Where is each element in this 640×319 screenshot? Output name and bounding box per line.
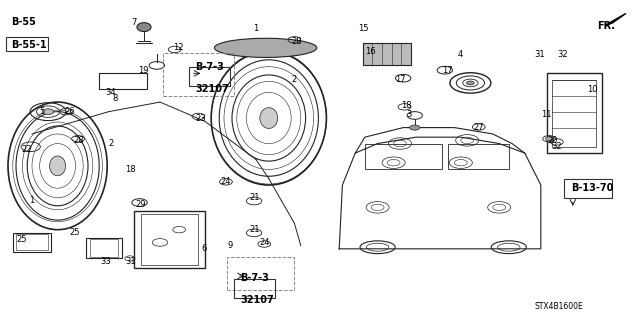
Ellipse shape [50, 156, 65, 176]
Text: 1: 1 [253, 24, 258, 33]
Text: 6: 6 [202, 244, 207, 253]
Text: 21: 21 [250, 193, 260, 202]
Text: 31: 31 [125, 257, 136, 266]
Bar [134, 211, 205, 268]
Bar [564, 179, 612, 198]
Text: 24: 24 [259, 238, 269, 247]
Text: 20: 20 [547, 136, 557, 145]
Polygon shape [605, 13, 626, 26]
Text: 27: 27 [474, 123, 484, 132]
Text: 4: 4 [458, 50, 463, 59]
Text: 25: 25 [16, 235, 26, 244]
Bar [363, 43, 411, 65]
Bar [365, 144, 442, 169]
Text: 16: 16 [365, 47, 376, 56]
Text: 32107: 32107 [195, 84, 229, 94]
Text: FR.: FR. [597, 20, 615, 31]
Bar [16, 234, 48, 250]
Bar [547, 73, 602, 153]
Text: 21: 21 [250, 225, 260, 234]
Text: 34: 34 [106, 88, 116, 97]
Circle shape [467, 81, 474, 85]
Text: 32107: 32107 [240, 295, 274, 305]
Ellipse shape [260, 108, 278, 129]
Text: B-55-1: B-55-1 [12, 40, 47, 50]
Circle shape [42, 109, 54, 115]
Text: 2: 2 [109, 139, 114, 148]
Text: B-7-3: B-7-3 [240, 272, 269, 283]
Text: 24: 24 [221, 177, 231, 186]
Text: 17: 17 [396, 75, 406, 84]
Text: 15: 15 [358, 24, 369, 33]
Text: 1: 1 [29, 197, 34, 205]
Text: 18: 18 [125, 165, 136, 174]
Bar [552, 80, 596, 147]
Text: 11: 11 [541, 110, 551, 119]
Text: 10: 10 [588, 85, 598, 94]
Text: 31: 31 [534, 50, 545, 59]
Text: 33: 33 [100, 257, 111, 266]
Bar [234, 279, 275, 298]
Text: B-7-3: B-7-3 [195, 62, 224, 72]
Text: 23: 23 [195, 114, 206, 122]
Text: 7: 7 [131, 18, 136, 27]
Text: 5: 5 [40, 107, 45, 116]
Text: 17: 17 [442, 66, 452, 75]
Text: 32: 32 [557, 50, 568, 59]
Text: STX4B1600E: STX4B1600E [534, 302, 583, 311]
Text: 28: 28 [74, 136, 84, 145]
Text: 32: 32 [552, 142, 563, 151]
Text: 26: 26 [64, 107, 75, 116]
Ellipse shape [214, 38, 317, 57]
Text: 9: 9 [227, 241, 232, 250]
Bar [13, 233, 51, 252]
Text: 29: 29 [136, 200, 146, 209]
Text: 19: 19 [138, 66, 148, 75]
Bar [141, 214, 198, 265]
Text: 18: 18 [401, 101, 412, 110]
Circle shape [545, 137, 553, 141]
Bar [448, 144, 509, 169]
Text: 8: 8 [112, 94, 117, 103]
Bar [6, 37, 48, 51]
Text: B-13-70: B-13-70 [572, 183, 614, 193]
Text: 25: 25 [69, 228, 79, 237]
Text: 2: 2 [291, 75, 296, 84]
Bar [99, 73, 147, 89]
Bar [189, 67, 230, 86]
Text: 3: 3 [406, 110, 412, 119]
Text: B-55: B-55 [12, 17, 36, 27]
Text: 28: 28 [291, 37, 302, 46]
Ellipse shape [137, 23, 151, 32]
Circle shape [410, 125, 420, 130]
Bar [86, 238, 122, 258]
Text: 12: 12 [173, 43, 183, 52]
Bar [90, 239, 118, 257]
Text: 22: 22 [21, 145, 31, 154]
